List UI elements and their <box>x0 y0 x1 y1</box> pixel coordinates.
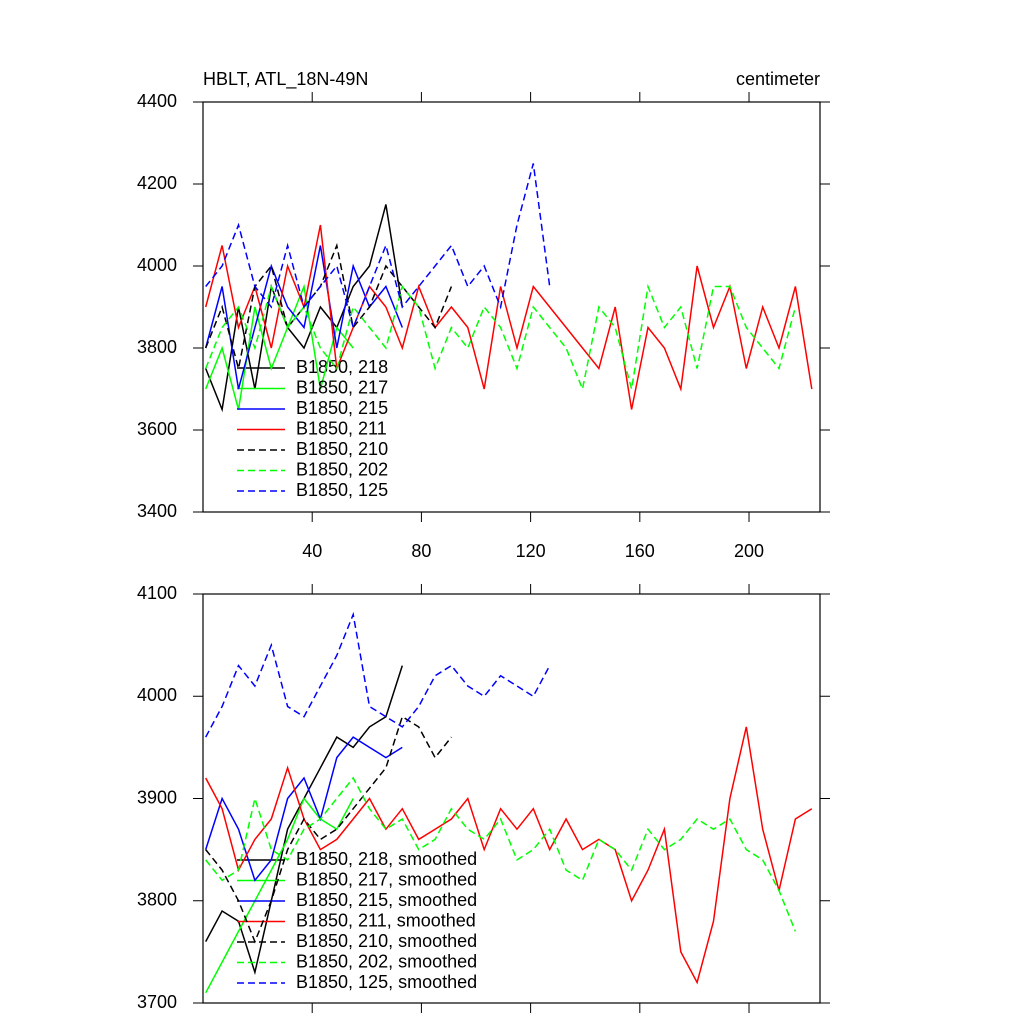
legend-label: B1850, 211 <box>296 418 387 438</box>
x-tick-label: 160 <box>625 541 655 561</box>
chart-title: HBLT, ATL_18N-49N <box>203 69 368 90</box>
legend-label: B1850, 215 <box>296 398 388 418</box>
legend-label: B1850, 125 <box>296 480 388 500</box>
y-tick-label: 4200 <box>137 173 177 193</box>
legend-label: B1850, 210 <box>296 439 388 459</box>
legend-label: B1850, 217 <box>296 377 388 397</box>
series-line <box>204 736 403 882</box>
y-tick-label: 3400 <box>137 501 177 521</box>
legend-label: B1850, 215, smoothed <box>296 890 477 910</box>
legend-label: B1850, 218 <box>296 357 388 377</box>
x-tick-label: 200 <box>734 541 764 561</box>
series-line <box>205 242 453 369</box>
series-line <box>204 224 813 410</box>
series-line <box>205 776 797 932</box>
legend-label: B1850, 218, smoothed <box>296 849 477 869</box>
y-tick-label: 4000 <box>137 255 177 275</box>
legend-label: B1850, 217, smoothed <box>296 869 477 889</box>
legend-label: B1850, 211, smoothed <box>296 910 476 930</box>
x-tick-label: 120 <box>516 541 546 561</box>
y-tick-label: 4000 <box>137 685 177 705</box>
series-line <box>205 726 813 985</box>
x-tick-label: 40 <box>302 541 322 561</box>
units-label: centimeter <box>736 69 820 89</box>
x-tick-label: 80 <box>411 541 431 561</box>
y-tick-label: 4100 <box>137 583 177 603</box>
legend-label: B1850, 210, smoothed <box>296 931 477 951</box>
series-line <box>205 283 354 410</box>
series-line <box>205 715 452 944</box>
y-tick-label: 3700 <box>137 992 177 1012</box>
y-tick-label: 3800 <box>137 890 177 910</box>
series-line <box>205 163 551 330</box>
y-tick-label: 3600 <box>137 419 177 439</box>
plot-frame <box>202 101 821 513</box>
legend-label: B1850, 202 <box>296 459 388 479</box>
y-tick-label: 4400 <box>137 91 177 111</box>
series-line <box>205 611 551 738</box>
legend-label: B1850, 202, smoothed <box>296 951 477 971</box>
y-tick-label: 3900 <box>137 787 177 807</box>
y-tick-label: 3800 <box>137 337 177 357</box>
legend-label: B1850, 125, smoothed <box>296 972 477 992</box>
